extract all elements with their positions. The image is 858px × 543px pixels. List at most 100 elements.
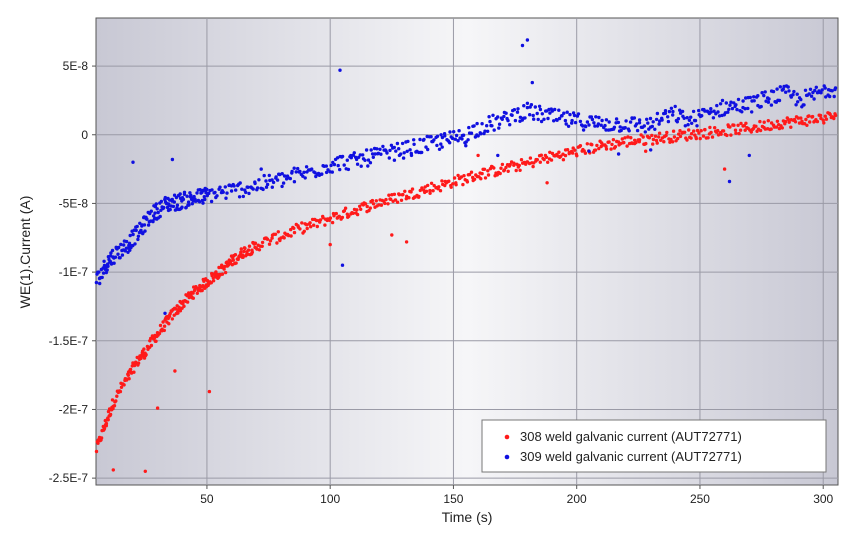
data-point-308 — [528, 156, 533, 160]
data-point-308 — [118, 389, 123, 394]
data-point-309 — [223, 185, 227, 189]
data-point-309 — [571, 111, 576, 115]
data-point-308 — [671, 129, 676, 133]
data-point-308 — [459, 175, 464, 179]
grid-lines — [96, 18, 838, 485]
data-point-309 — [189, 193, 193, 197]
data-point-308 — [397, 193, 402, 197]
data-point-309 — [135, 224, 139, 229]
data-point-308 — [797, 121, 802, 125]
data-point-309 — [418, 137, 422, 142]
data-point-309 — [562, 111, 566, 115]
data-point-309 — [522, 104, 526, 108]
data-point-309 — [363, 158, 367, 162]
data-point-309 — [267, 173, 271, 178]
outlier-point-309 — [338, 68, 342, 72]
data-point-308 — [144, 353, 148, 357]
data-point-309 — [464, 140, 468, 144]
data-point-309 — [573, 120, 578, 125]
data-point-308 — [185, 300, 190, 304]
data-point-308 — [401, 192, 405, 197]
data-point-309 — [392, 158, 397, 162]
data-point-308 — [758, 119, 762, 124]
data-point-308 — [308, 221, 312, 225]
data-point-309 — [215, 194, 219, 198]
data-point-308 — [371, 202, 376, 206]
data-point-309 — [792, 89, 796, 94]
data-point-308 — [182, 304, 186, 308]
data-point-308 — [697, 131, 701, 135]
data-point-309 — [762, 93, 766, 98]
data-point-309 — [127, 241, 132, 245]
data-point-308 — [539, 153, 543, 157]
data-point-309 — [373, 152, 377, 156]
data-point-309 — [146, 223, 151, 227]
data-point-308 — [595, 143, 599, 148]
data-point-308 — [426, 183, 430, 188]
data-point-309 — [366, 164, 370, 168]
data-point-308 — [678, 129, 682, 133]
data-point-308 — [390, 193, 394, 197]
data-point-309 — [743, 107, 747, 111]
data-point-308 — [217, 265, 221, 270]
series-308-weld — [94, 111, 838, 473]
data-point-309 — [589, 115, 594, 119]
data-point-308 — [443, 183, 447, 188]
data-point-309 — [492, 128, 496, 132]
data-point-308 — [783, 119, 788, 124]
data-point-308 — [659, 138, 663, 142]
data-point-309 — [709, 110, 713, 114]
data-point-308 — [654, 138, 659, 143]
data-point-309 — [703, 109, 707, 113]
data-point-308 — [769, 127, 773, 131]
y-tick-label: -2E-7 — [59, 402, 89, 416]
y-tick-label: -1E-7 — [59, 265, 89, 279]
data-point-309 — [131, 232, 135, 237]
data-point-309 — [807, 92, 811, 96]
data-point-308 — [549, 158, 554, 162]
data-point-309 — [354, 157, 359, 162]
data-point-309 — [712, 109, 716, 113]
legend-marker-308 — [504, 434, 510, 440]
data-point-308 — [655, 141, 659, 145]
data-point-308 — [282, 236, 286, 240]
data-point-308 — [158, 323, 163, 328]
data-point-308 — [713, 126, 717, 130]
data-point-309 — [192, 194, 196, 199]
data-point-308 — [162, 324, 167, 328]
data-point-308 — [162, 328, 166, 333]
data-point-309 — [294, 170, 298, 174]
data-point-309 — [799, 97, 803, 102]
data-point-308 — [703, 127, 707, 132]
data-point-309 — [614, 117, 619, 121]
data-point-308 — [355, 212, 360, 217]
data-point-308 — [467, 172, 472, 177]
data-point-309 — [385, 151, 389, 155]
outlier-point-309 — [131, 160, 135, 164]
data-point-308 — [102, 426, 107, 431]
data-point-308 — [154, 339, 158, 343]
data-point-309 — [510, 113, 514, 118]
data-point-309 — [133, 242, 137, 246]
data-point-309 — [795, 92, 799, 96]
data-point-308 — [337, 214, 341, 218]
data-point-309 — [528, 113, 532, 117]
data-point-309 — [687, 118, 692, 123]
data-point-308 — [644, 141, 648, 146]
data-point-308 — [758, 128, 763, 133]
data-point-309 — [151, 219, 155, 224]
data-point-308 — [736, 123, 740, 128]
data-point-309 — [715, 103, 719, 108]
outlier-point-309 — [163, 311, 167, 315]
data-point-309 — [667, 109, 672, 114]
data-point-308 — [241, 255, 245, 259]
data-point-309 — [680, 109, 685, 114]
data-point-309 — [734, 103, 738, 107]
x-tick-label: 300 — [813, 492, 833, 506]
data-point-309 — [185, 194, 189, 198]
data-point-308 — [492, 166, 496, 170]
data-point-308 — [563, 153, 568, 158]
data-point-309 — [796, 100, 800, 104]
data-point-308 — [270, 236, 274, 240]
data-point-309 — [357, 155, 361, 159]
